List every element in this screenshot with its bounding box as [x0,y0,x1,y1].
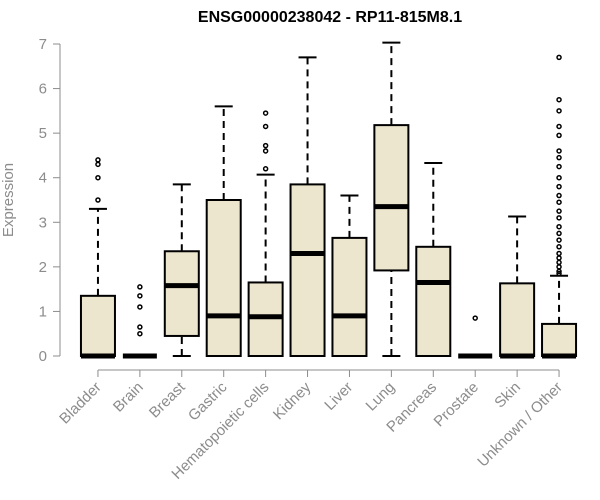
outlier-point [262,142,269,149]
outlier-point [556,148,562,154]
outlier-point [556,250,562,257]
y-tick-label: 0 [39,348,47,365]
y-axis: 0 1 2 3 4 5 6 7 [39,36,61,365]
outlier-point [556,132,562,139]
outlier-point [556,215,562,221]
outlier-point [556,163,562,170]
y-axis-label: Expression [0,163,17,237]
x-category-label: Bladder [56,379,105,428]
x-category-label: Breast [146,378,189,421]
iqr-box [373,124,410,272]
outlier-point [262,110,269,116]
outlier-point [556,244,562,250]
outlier-point [556,192,562,199]
outlier-point [556,123,562,130]
box-kidney [289,56,326,357]
outlier-point [95,157,101,163]
box-brain [122,284,157,359]
outlier-point [556,54,562,61]
outlier-point [556,174,562,181]
iqr-box [499,282,536,357]
box-lung [373,41,410,357]
outlier-point [556,108,562,114]
iqr-box [331,236,368,357]
box-prostate [458,315,493,359]
box-hematopoietic-cells [247,110,284,358]
box-pancreas [415,162,452,357]
iqr-box [79,294,116,358]
outlier-point [137,293,143,299]
outlier-point [556,154,562,161]
y-tick-label: 4 [39,170,47,187]
outlier-point [262,148,269,154]
iqr-box [205,199,242,357]
y-tick-label: 7 [39,36,47,53]
x-category-label: Lung [363,379,399,415]
outlier-point [137,330,143,337]
outlier-point [262,123,269,130]
iqr-box [163,250,200,337]
y-tick-label: 5 [39,125,47,142]
box-breast [163,183,200,357]
outlier-point [556,230,562,237]
box-liver [331,194,368,357]
outlier-point [556,237,562,243]
y-tick-label: 1 [39,303,47,320]
chart-title: ENSG00000238042 - RP11-815M8.1 [198,9,462,26]
box-series [79,41,578,359]
outlier-point [556,96,562,103]
outlier-point [556,199,562,205]
iqr-box [541,322,578,357]
y-tick-label: 3 [39,214,47,231]
outlier-point [556,259,562,266]
box-gastric [205,105,242,357]
y-tick-label: 6 [39,81,47,98]
outlier-point [556,270,562,277]
iqr-box [289,183,326,357]
x-category-label: Skin [491,379,524,412]
outlier-point [556,255,562,261]
outlier-point [262,166,269,172]
outlier-point [137,324,143,330]
x-category-label: Liver [321,379,356,414]
box-bladder [79,157,116,359]
x-category-label: Kidney [270,378,315,423]
y-tick-label: 2 [39,259,47,276]
x-category-label: Prostate [431,379,483,431]
outlier-point [95,161,101,168]
outlier-point [137,284,143,290]
outlier-point [95,197,101,203]
outlier-point [472,315,478,321]
x-category-label: Brain [110,379,147,416]
outlier-point [95,174,101,181]
box-unknown-other [541,54,578,359]
outlier-point [556,183,562,190]
iqr-box [415,245,452,357]
outlier-point [137,304,143,310]
outlier-point [556,264,562,270]
box-skin [499,215,536,359]
outlier-point [556,223,562,230]
outlier-point [556,208,562,214]
